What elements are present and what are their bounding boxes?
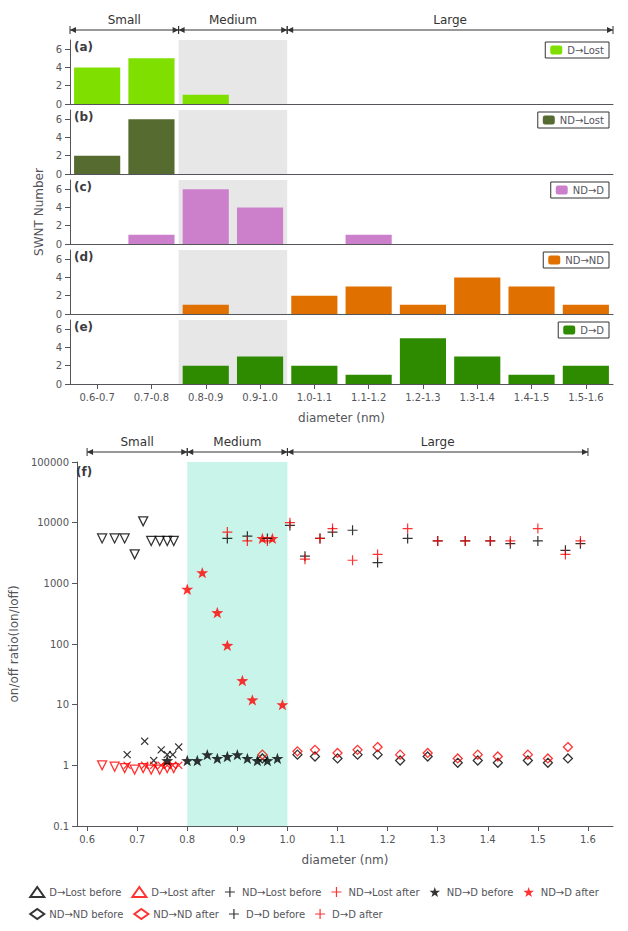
svg-text:Small: Small — [121, 435, 154, 449]
svg-text:D→D before: D→D before — [246, 909, 305, 920]
svg-text:Large: Large — [433, 13, 467, 27]
svg-text:ND→D before: ND→D before — [447, 887, 514, 898]
svg-text:100000: 100000 — [31, 457, 69, 468]
svg-text:ND→ND before: ND→ND before — [49, 909, 123, 920]
svg-text:1.1: 1.1 — [330, 834, 346, 845]
svg-text:1.4-1.5: 1.4-1.5 — [514, 392, 549, 403]
svg-text:1.6: 1.6 — [580, 834, 596, 845]
svg-text:0.6: 0.6 — [79, 834, 95, 845]
svg-text:0: 0 — [56, 309, 62, 320]
svg-text:1.4: 1.4 — [480, 834, 496, 845]
svg-text:Medium: Medium — [213, 435, 261, 449]
svg-text:4: 4 — [56, 202, 62, 213]
svg-text:1.0: 1.0 — [279, 834, 295, 845]
svg-text:ND→Lost before: ND→Lost before — [242, 887, 322, 898]
svg-text:(f): (f) — [76, 465, 92, 479]
svg-text:SWNT Number: SWNT Number — [32, 168, 46, 256]
svg-text:2: 2 — [56, 290, 62, 301]
svg-text:0.7-0.8: 0.7-0.8 — [134, 392, 169, 403]
svg-text:0.9-1.0: 0.9-1.0 — [242, 392, 277, 403]
svg-text:0: 0 — [56, 379, 62, 390]
svg-text:4: 4 — [56, 342, 62, 353]
svg-text:1: 1 — [63, 760, 69, 771]
svg-text:1.2-1.3: 1.2-1.3 — [405, 392, 440, 403]
svg-text:0.9: 0.9 — [229, 834, 245, 845]
svg-text:D→D after: D→D after — [332, 909, 384, 920]
svg-text:4: 4 — [56, 272, 62, 283]
svg-text:ND→Lost after: ND→Lost after — [348, 887, 420, 898]
svg-text:D→Lost before: D→Lost before — [49, 887, 121, 898]
svg-text:(b): (b) — [74, 110, 94, 124]
svg-text:0.1: 0.1 — [53, 821, 69, 832]
svg-text:0: 0 — [56, 169, 62, 180]
svg-text:on/off ratio(Ion/Ioff): on/off ratio(Ion/Ioff) — [7, 585, 21, 702]
svg-text:2: 2 — [56, 220, 62, 231]
svg-text:ND→Lost: ND→Lost — [560, 115, 604, 126]
svg-text:2: 2 — [56, 150, 62, 161]
svg-text:(e): (e) — [74, 320, 93, 334]
svg-text:1.0-1.1: 1.0-1.1 — [297, 392, 332, 403]
svg-text:(a): (a) — [74, 40, 93, 54]
svg-text:0.8: 0.8 — [179, 834, 195, 845]
svg-text:1.3: 1.3 — [430, 834, 446, 845]
svg-text:6: 6 — [56, 254, 62, 265]
svg-text:(d): (d) — [74, 250, 94, 264]
svg-text:ND→D: ND→D — [573, 185, 605, 196]
svg-text:10000: 10000 — [37, 517, 69, 528]
svg-text:ND→ND: ND→ND — [565, 255, 604, 266]
svg-text:1.5: 1.5 — [530, 834, 546, 845]
svg-text:2: 2 — [56, 360, 62, 371]
svg-text:0: 0 — [56, 239, 62, 250]
svg-text:Medium: Medium — [209, 13, 257, 27]
svg-text:1.1-1.2: 1.1-1.2 — [351, 392, 386, 403]
svg-text:ND→ND after: ND→ND after — [153, 909, 219, 920]
svg-text:0.8-0.9: 0.8-0.9 — [188, 392, 223, 403]
svg-text:diameter (nm): diameter (nm) — [298, 411, 385, 425]
svg-text:6: 6 — [56, 114, 62, 125]
svg-text:0.7: 0.7 — [129, 834, 145, 845]
svg-text:Large: Large — [421, 435, 455, 449]
svg-text:4: 4 — [56, 132, 62, 143]
svg-text:D→Lost after: D→Lost after — [151, 887, 215, 898]
svg-text:2: 2 — [56, 80, 62, 91]
svg-text:ND→D after: ND→D after — [541, 887, 600, 898]
svg-text:4: 4 — [56, 62, 62, 73]
svg-text:1.3-1.4: 1.3-1.4 — [460, 392, 495, 403]
svg-text:1.2: 1.2 — [380, 834, 396, 845]
svg-text:6: 6 — [56, 44, 62, 55]
svg-text:100: 100 — [50, 639, 69, 650]
svg-text:0.6-0.7: 0.6-0.7 — [79, 392, 114, 403]
svg-text:1000: 1000 — [44, 578, 69, 589]
svg-text:diameter (nm): diameter (nm) — [302, 853, 389, 867]
svg-text:6: 6 — [56, 324, 62, 335]
svg-text:1.5-1.6: 1.5-1.6 — [568, 392, 603, 403]
svg-text:0: 0 — [56, 99, 62, 110]
svg-text:6: 6 — [56, 184, 62, 195]
svg-text:(c): (c) — [74, 180, 92, 194]
svg-text:10: 10 — [56, 699, 69, 710]
svg-text:D→Lost: D→Lost — [567, 45, 604, 56]
svg-text:Small: Small — [108, 13, 141, 27]
svg-text:D→D: D→D — [580, 325, 604, 336]
